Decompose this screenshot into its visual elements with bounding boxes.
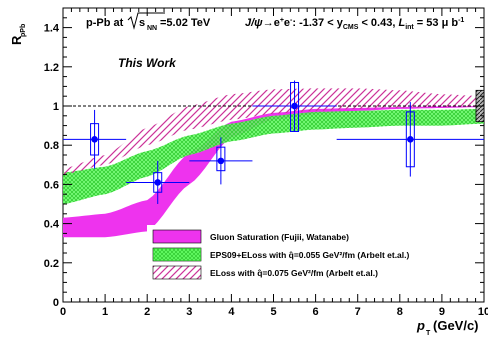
- syst-box: [90, 123, 100, 156]
- data-point: [336, 102, 484, 177]
- x-axis-label: p: [416, 318, 425, 333]
- bands-layer: [63, 88, 484, 238]
- x-axis-unit: (GeV/c): [433, 318, 479, 333]
- x-tick-label: 8: [397, 306, 403, 318]
- data-point: [252, 80, 337, 132]
- points-layer: [63, 80, 484, 204]
- x-tick-label: 9: [439, 306, 445, 318]
- y-axis-label: R: [9, 35, 24, 45]
- legend-label-eps09: EPS09+ELoss with q̂=0.055 GeV²/fm (Arbel…: [210, 250, 410, 260]
- y-tick-label: 0.2: [44, 258, 59, 270]
- syst-box: [216, 146, 226, 172]
- x-tick-label: 6: [313, 306, 319, 318]
- band-saturation: [63, 106, 484, 238]
- x-tick-label: 1: [102, 306, 108, 318]
- x-tick-label: 10: [478, 306, 488, 318]
- syst-box: [405, 111, 415, 168]
- y-tick-label: 1.2: [44, 62, 59, 74]
- y-tick-label: 0: [53, 297, 59, 309]
- marker: [91, 136, 98, 143]
- x-tick-label: 7: [355, 306, 361, 318]
- data-point: [63, 109, 127, 169]
- x-tick-label: 0: [60, 306, 66, 318]
- data-point: [126, 160, 190, 204]
- marker: [154, 179, 162, 186]
- x-tick-label: 4: [228, 306, 235, 318]
- y-axis-sub: pPb: [20, 24, 27, 37]
- syst-box: [290, 81, 300, 132]
- legend-swatch-eloss: [152, 265, 202, 280]
- marker: [217, 157, 225, 165]
- band-eps09-hatch: [63, 108, 484, 204]
- chart-title: p-Pb at: [86, 17, 124, 29]
- x-tick-label: 2: [144, 306, 150, 318]
- legend-swatch-saturation: [152, 229, 202, 244]
- legend: Gluon Saturation (Fujii, Watanabe) EPS09…: [147, 225, 464, 283]
- y-tick-label: 0.8: [44, 140, 59, 152]
- energy-label: =5.02 TeV: [160, 17, 211, 29]
- marker: [291, 102, 298, 110]
- y-tick-label: 0.4: [44, 219, 60, 231]
- legend-label-eloss: ELoss with q̂=0.075 GeV²/fm (Arbelt et.a…: [210, 268, 378, 278]
- sqrt-s-label: s: [139, 17, 145, 29]
- x-axis-sub: T: [426, 330, 431, 337]
- x-tick-label: 5: [270, 306, 276, 318]
- plot-area: 0 1 2 3 4 5 6 7 8 9 10 0 0.2 0.4 0.6 0.8 1 1.2 1.4: [44, 7, 488, 318]
- annotation-right: J/ψ→e+e-: -1.37 < yCMS < 0.43, Lint = 53…: [245, 17, 464, 31]
- marker: [407, 136, 414, 143]
- data-point: [189, 137, 253, 185]
- syst-box: [153, 172, 163, 193]
- y-tick-label: 0.6: [44, 179, 59, 191]
- this-work-label: This Work: [118, 56, 177, 70]
- y-tick-label: 1: [53, 101, 59, 113]
- sqrt-symbol: [127, 12, 165, 30]
- y-tick-label: 1.4: [44, 23, 60, 35]
- axis-ticks: 0 1 2 3 4 5 6 7 8 9 10 0 0.2 0.4 0.6 0.8 1 1.2 1.4: [44, 7, 488, 318]
- legend-label-saturation: Gluon Saturation (Fujii, Watanabe): [210, 232, 349, 242]
- sqrt-s-sub: NN: [147, 25, 157, 32]
- x-tick-label: 3: [186, 306, 192, 318]
- legend-swatch-eps09-hatch: [153, 248, 201, 261]
